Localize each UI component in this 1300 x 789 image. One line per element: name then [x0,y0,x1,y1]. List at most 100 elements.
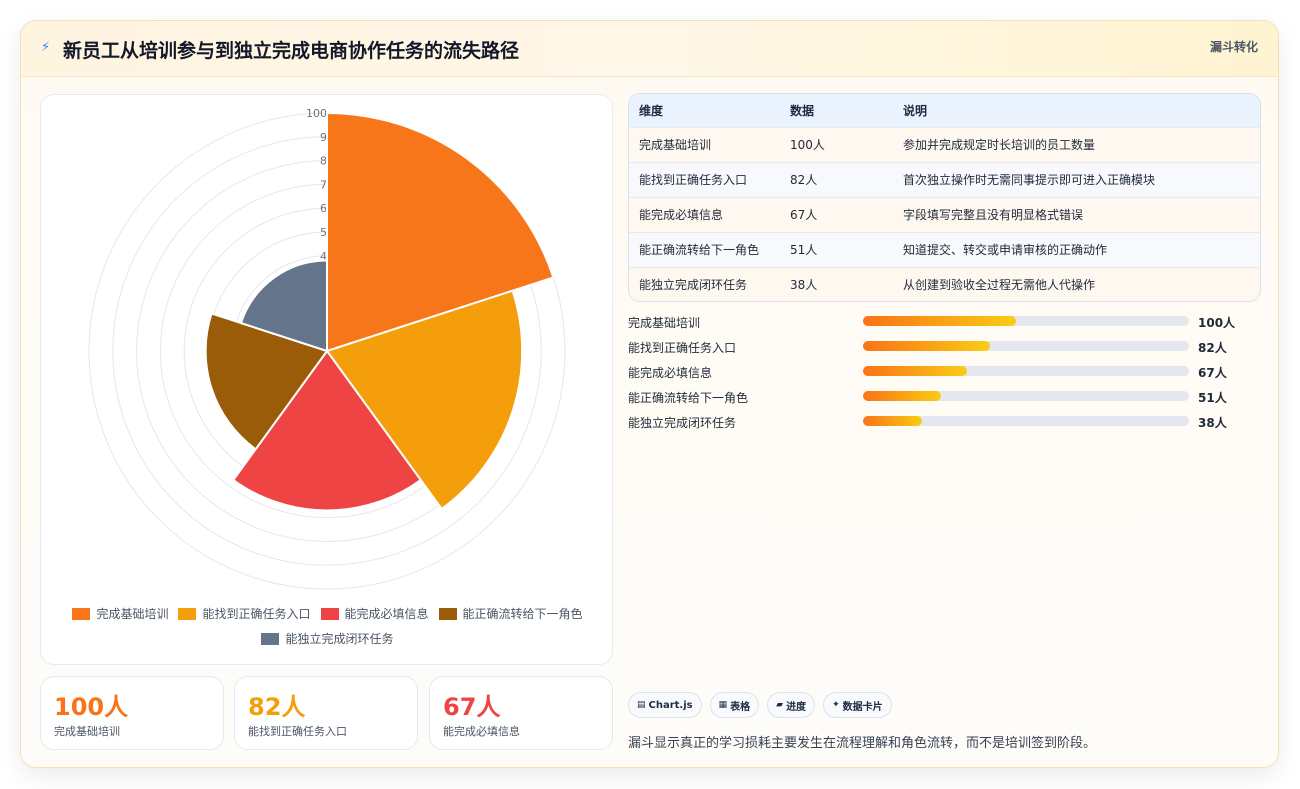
progress-label: 能独立完成闭环任务 [628,416,737,430]
stat-label: 能找到正确任务入口 [248,725,347,738]
tech-chip[interactable]: ▦ 表格 [709,692,760,718]
radial-tick-label: 9 [320,131,327,144]
table-cell: 首次独立操作时无需同事提示即可进入正确模块 [903,173,1156,187]
radial-tick-label: 7 [320,178,327,191]
progress-label: 完成基础培训 [628,316,701,330]
progress-label: 能找到正确任务入口 [628,341,737,355]
legend-item[interactable]: 能独立完成闭环任务 [261,630,394,647]
stat-value: 100人 [54,693,129,721]
tech-chip[interactable]: ▰ 进度 [767,692,816,718]
progress-row: 完成基础培训 100人 [628,313,1261,338]
legend-label: 能找到正确任务入口 [202,607,311,621]
chip-label: Chart.js [648,699,693,711]
card-icon: ✦ [832,700,840,710]
progress-row: 能正确流转给下一角色 51人 [628,388,1261,413]
table-header-row: 维度 数据 说明 [629,94,1260,127]
stat-label: 完成基础培训 [54,725,120,738]
legend-label: 能完成必填信息 [344,607,429,621]
progress-value: 51人 [1198,391,1227,405]
legend-item[interactable]: 能找到正确任务入口 [178,605,311,622]
progress-fill [863,316,1017,326]
progress-fill [863,341,991,351]
progress-value: 100人 [1198,316,1236,330]
table-cell: 从创建到验收全过程无需他人代操作 [903,278,1096,293]
progress-label: 能完成必填信息 [628,366,713,380]
polar-segment[interactable] [326,111,555,353]
progress-value: 38人 [1198,416,1227,430]
stat-card: 82人 能找到正确任务入口 [234,676,418,750]
radial-tick-label: 6 [320,202,327,215]
polar-segment[interactable] [239,259,328,353]
table-header-cell: 数据 [790,103,815,118]
bolt-icon: ⚡︎ [41,40,51,55]
legend-swatch [320,607,339,620]
progress-list: 完成基础培训 100人 能找到正确任务入口 82人 能完成必填信息 67人 能正确流转给下一… [628,313,1261,438]
radial-tick-label: 4 [320,250,327,263]
table-cell: 完成基础培训 [639,138,712,152]
legend-swatch [438,607,457,620]
progress-row: 能独立完成闭环任务 38人 [628,413,1261,438]
table-cell: 能完成必填信息 [639,208,724,222]
tech-chips: ▤ Chart.js ▦ 表格 ▰ 进度 ✦ 数据卡片 [628,692,892,718]
table-cell: 51人 [790,243,818,257]
polar-chart-panel: 100 9 8 7 6 5 4 完成基础培训 能找到正确任务入口 能完成必填信息 能正确流转给下一… [40,94,613,665]
stat-cards: 100人 完成基础培训 82人 能找到正确任务入口 67人 能完成必填信息 [40,676,613,750]
legend-label: 能正确流转给下一角色 [462,607,583,621]
progress-fill [863,416,922,426]
page-title: 新员工从培训参与到独立完成电商协作任务的流失路径 [63,40,520,62]
polar-segment[interactable] [204,312,329,451]
table-cell: 能正确流转给下一角色 [639,243,760,257]
progress-icon: ▰ [776,700,784,710]
legend-label: 能独立完成闭环任务 [285,632,394,646]
progress-fill [863,366,968,376]
polar-segment[interactable] [325,289,524,511]
dashboard-card: ⚡︎ 新员工从培训参与到独立完成电商协作任务的流失路径 漏斗转化 100 9 8 7 6… [20,20,1279,768]
polar-segment[interactable] [231,349,423,512]
tech-chip[interactable]: ▤ Chart.js [628,692,702,718]
tech-chip[interactable]: ✦ 数据卡片 [823,692,892,718]
chip-label: 进度 [786,701,807,713]
stat-label: 能完成必填信息 [443,725,520,738]
radial-tick-label: 8 [320,155,327,168]
chip-label: 表格 [730,701,751,713]
table-cell: 67人 [790,208,818,222]
table-cell: 100人 [790,138,825,152]
progress-track [863,366,1189,376]
legend-label: 完成基础培训 [96,607,169,621]
legend-item[interactable]: 完成基础培训 [72,605,168,622]
stat-card: 100人 完成基础培训 [40,676,224,750]
table-row: 能找到正确任务入口 82人 首次独立操作时无需同事提示即可进入正确模块 [629,162,1260,197]
table-cell: 能独立完成闭环任务 [639,278,748,293]
header: ⚡︎ 新员工从培训参与到独立完成电商协作任务的流失路径 漏斗转化 [21,21,1278,77]
radial-tick-label: 5 [320,226,327,239]
table-cell: 字段填写完整且没有明显格式错误 [903,208,1084,222]
table-cell: 能找到正确任务入口 [639,173,748,187]
table-icon: ▦ [718,700,728,710]
chart-legend: 完成基础培训 能找到正确任务入口 能完成必填信息 能正确流转给下一角色能独立完成闭环任… [41,605,614,655]
table-row: 能完成必填信息 67人 字段填写完整且没有明显格式错误 [629,197,1260,232]
table-header-cell: 说明 [903,103,928,118]
table-row: 完成基础培训 100人 参加并完成规定时长培训的员工数量 [629,127,1260,162]
legend-swatch [178,607,197,620]
progress-row: 能找到正确任务入口 82人 [628,338,1261,363]
data-table: 维度 数据 说明 完成基础培训 100人 参加并完成规定时长培训的员工数量 能找… [628,93,1261,302]
legend-swatch [261,632,280,645]
progress-track [863,341,1189,351]
progress-label: 能正确流转给下一角色 [628,391,749,405]
summary-note: 漏斗显示真正的学习损耗主要发生在流程理解和角色流转，而不是培训签到阶段。 [628,736,1097,751]
table-row: 能独立完成闭环任务 38人 从创建到验收全过程无需他人代操作 [629,267,1260,301]
table-cell: 38人 [790,278,818,293]
stat-card: 67人 能完成必填信息 [429,676,613,750]
table-cell: 知道提交、转交或申请审核的正确动作 [903,243,1108,257]
legend-item[interactable]: 能完成必填信息 [320,605,429,622]
progress-row: 能完成必填信息 67人 [628,363,1261,388]
legend-swatch [72,607,91,620]
progress-track [863,391,1189,401]
chip-label: 数据卡片 [842,701,883,713]
progress-value: 82人 [1198,341,1227,355]
chart-icon: ▤ [637,700,646,710]
table-header-cell: 维度 [639,103,664,118]
stat-value: 67人 [443,693,501,721]
legend-item[interactable]: 能正确流转给下一角色 [438,605,583,622]
radial-tick-label: 100 [306,107,327,120]
